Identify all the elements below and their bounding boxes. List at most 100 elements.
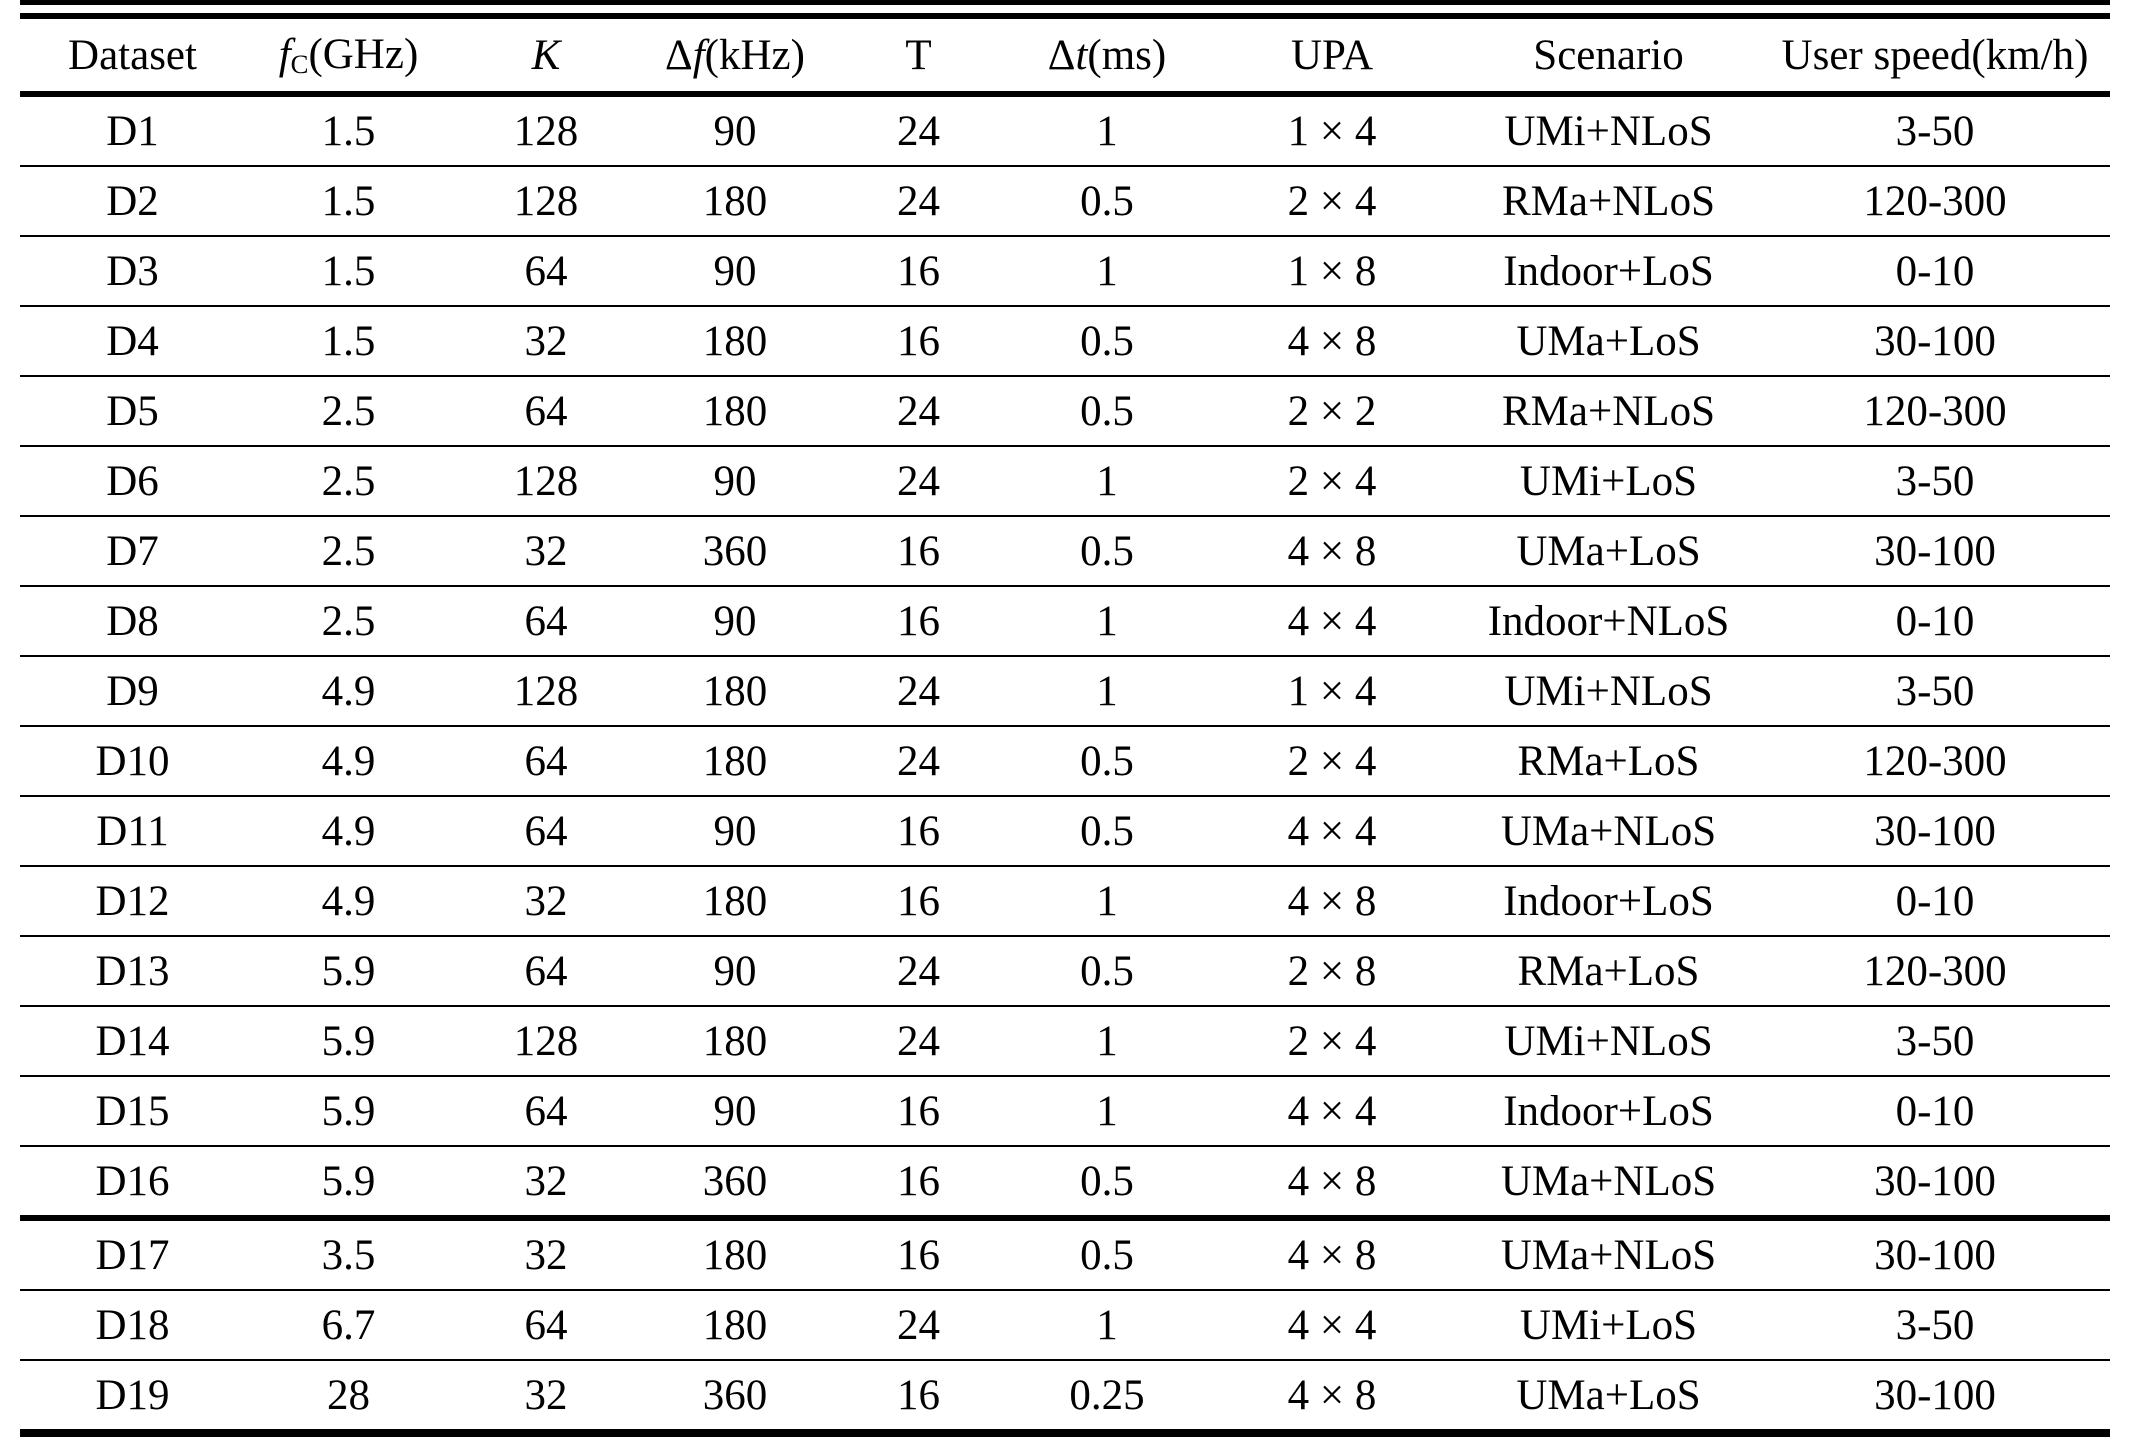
- table-cell: 180: [640, 1006, 830, 1077]
- header-segment: Δ: [665, 31, 693, 79]
- table-cell: 90: [640, 236, 830, 307]
- table-cell: 64: [452, 586, 640, 657]
- table-cell: 1.5: [245, 236, 452, 307]
- table-cell: 128: [452, 656, 640, 727]
- table-cell: 0.5: [1007, 936, 1207, 1007]
- table-cell: 128: [452, 166, 640, 237]
- table-cell: 120-300: [1760, 726, 2110, 797]
- table-row-D15: D15 5.9 64 90 16 1 4 × 4 Indoor+LoS 0-10: [20, 1076, 2110, 1147]
- table-cell: 1 × 4: [1207, 656, 1457, 727]
- table-cell: 3-50: [1760, 446, 2110, 517]
- table-row-D9: D9 4.9 128 180 24 1 1 × 4 UMi+NLoS 3-50: [20, 656, 2110, 727]
- table-cell: UMi+NLoS: [1457, 94, 1760, 167]
- table-cell: 0.5: [1007, 306, 1207, 377]
- table-cell: 30-100: [1760, 1218, 2110, 1291]
- table-cell: 5.9: [245, 1006, 452, 1077]
- table-cell: 5.9: [245, 1146, 452, 1221]
- table-cell: 0.5: [1007, 376, 1207, 447]
- table-cell: 4.9: [245, 656, 452, 727]
- table-cell: Indoor+LoS: [1457, 866, 1760, 937]
- column-header-scenario: Scenario: [1457, 19, 1760, 97]
- table-cell: 2 × 8: [1207, 936, 1457, 1007]
- table-cell: 16: [830, 236, 1007, 307]
- table-cell: 3-50: [1760, 94, 2110, 167]
- table-row-D6: D6 2.5 128 90 24 1 2 × 4 UMi+LoS 3-50: [20, 446, 2110, 517]
- table-cell: 180: [640, 166, 830, 237]
- header-segment: (GHz): [308, 31, 419, 79]
- table-row-D8: D8 2.5 64 90 16 1 4 × 4 Indoor+NLoS 0-10: [20, 586, 2110, 657]
- header-segment: T: [905, 31, 932, 79]
- dataset-id-cell: D9: [20, 656, 245, 727]
- table-cell: 32: [452, 516, 640, 587]
- table-cell: 0-10: [1760, 1076, 2110, 1147]
- table-cell: 90: [640, 936, 830, 1007]
- column-header-t: T: [830, 19, 1007, 97]
- table-cell: 4 × 4: [1207, 1076, 1457, 1147]
- table-cell: 4.9: [245, 866, 452, 937]
- table-cell: 64: [452, 1076, 640, 1147]
- table-cell: 3-50: [1760, 1290, 2110, 1361]
- table-row-D17: D17 3.5 32 180 16 0.5 4 × 8 UMa+NLoS 30-100: [20, 1218, 2110, 1291]
- table-cell: 180: [640, 656, 830, 727]
- column-header-upa: UPA: [1207, 19, 1457, 97]
- header-row: Dataset fC(GHz) K Δf(kHz) T Δt(ms) UPA Scenario…: [20, 19, 2110, 97]
- table-cell: 0-10: [1760, 236, 2110, 307]
- header-segment: K: [531, 31, 561, 79]
- table-cell: 3-50: [1760, 1006, 2110, 1077]
- top-rule-outer: [20, 0, 2110, 5]
- dataset-id-cell: D18: [20, 1290, 245, 1361]
- table-cell: UMa+LoS: [1457, 306, 1760, 377]
- table-cell: 1: [1007, 236, 1207, 307]
- dataset-id-cell: D19: [20, 1360, 245, 1437]
- table-cell: 24: [830, 446, 1007, 517]
- table-row-D18: D18 6.7 64 180 24 1 4 × 4 UMi+LoS 3-50: [20, 1290, 2110, 1361]
- table-row-D16: D16 5.9 32 360 16 0.5 4 × 8 UMa+NLoS 30-100: [20, 1146, 2110, 1221]
- table-cell: 32: [452, 1146, 640, 1221]
- table-cell: UMi+LoS: [1457, 446, 1760, 517]
- header-segment: User speed(km/h): [1781, 31, 2089, 79]
- table-cell: 1.5: [245, 306, 452, 377]
- table-cell: 180: [640, 866, 830, 937]
- table-cell: Indoor+NLoS: [1457, 586, 1760, 657]
- dataset-id-cell: D7: [20, 516, 245, 587]
- table-cell: 5.9: [245, 1076, 452, 1147]
- header-segment: f: [692, 31, 705, 79]
- table-cell: 128: [452, 1006, 640, 1077]
- table-row-D11: D11 4.9 64 90 16 0.5 4 × 4 UMa+NLoS 30-100: [20, 796, 2110, 867]
- table-cell: UMa+LoS: [1457, 516, 1760, 587]
- table-cell: 1: [1007, 656, 1207, 727]
- table-cell: 24: [830, 936, 1007, 1007]
- dataset-id-cell: D15: [20, 1076, 245, 1147]
- table-cell: 2.5: [245, 376, 452, 447]
- table-cell: 24: [830, 376, 1007, 447]
- table-cell: 1: [1007, 866, 1207, 937]
- dataset-id-cell: D11: [20, 796, 245, 867]
- table-cell: 32: [452, 306, 640, 377]
- table-cell: 120-300: [1760, 376, 2110, 447]
- table-cell: UMa+NLoS: [1457, 796, 1760, 867]
- table-cell: 16: [830, 1076, 1007, 1147]
- table-cell: UMi+LoS: [1457, 1290, 1760, 1361]
- column-header-fc-ghz: fC(GHz): [245, 19, 452, 97]
- table-cell: 0.25: [1007, 1360, 1207, 1437]
- table-cell: 64: [452, 936, 640, 1007]
- dataset-id-cell: D16: [20, 1146, 245, 1221]
- table-cell: 24: [830, 726, 1007, 797]
- table-cell: 4.9: [245, 796, 452, 867]
- table-row-D14: D14 5.9 128 180 24 1 2 × 4 UMi+NLoS 3-50: [20, 1006, 2110, 1077]
- column-header-k: K: [452, 19, 640, 97]
- dataset-id-cell: D4: [20, 306, 245, 377]
- table-cell: 128: [452, 446, 640, 517]
- table-cell: 4.9: [245, 726, 452, 797]
- table-cell: 16: [830, 1218, 1007, 1291]
- table-cell: 0-10: [1760, 586, 2110, 657]
- table-cell: 4 × 8: [1207, 1146, 1457, 1221]
- dataset-id-cell: D1: [20, 94, 245, 167]
- table-cell: 3.5: [245, 1218, 452, 1291]
- table-cell: 4 × 8: [1207, 516, 1457, 587]
- table-cell: 16: [830, 586, 1007, 657]
- table-cell: 3-50: [1760, 656, 2110, 727]
- table-cell: 4 × 4: [1207, 1290, 1457, 1361]
- table-cell: UMa+NLoS: [1457, 1146, 1760, 1221]
- table-cell: 4 × 4: [1207, 796, 1457, 867]
